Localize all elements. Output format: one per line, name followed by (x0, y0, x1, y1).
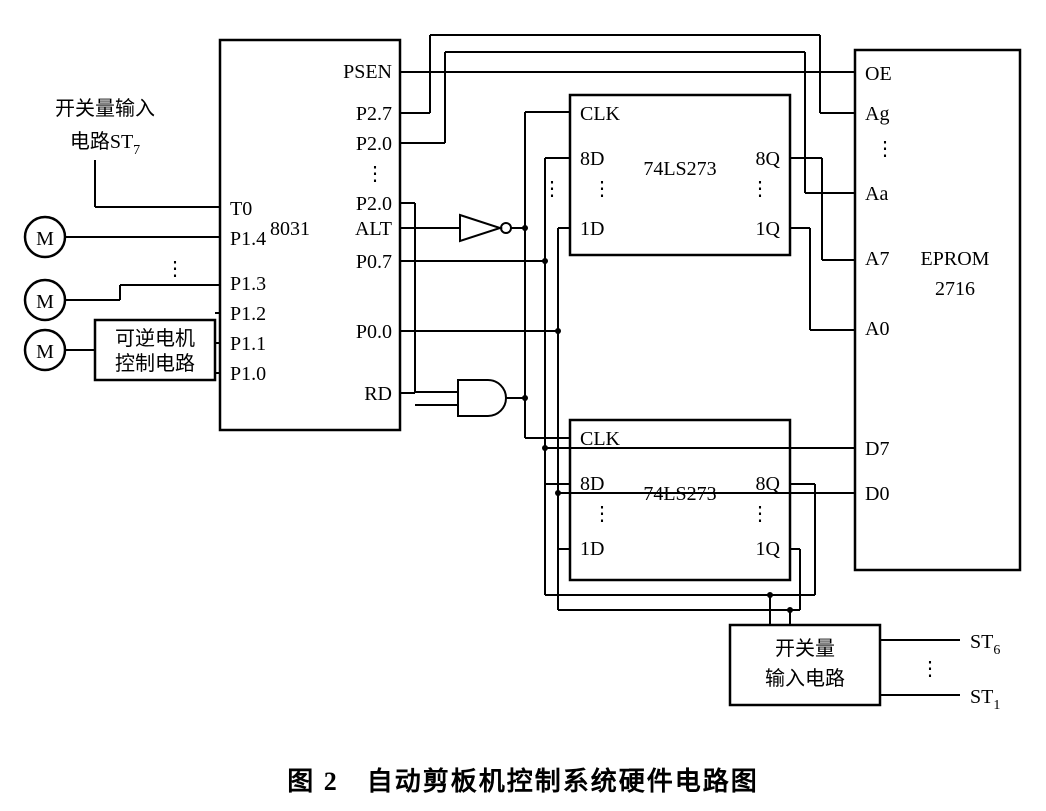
eprom-name: EPROM (921, 248, 990, 270)
junction (787, 607, 793, 613)
pin-p00: P0.0 (356, 321, 392, 343)
latch1-8q: 8Q (756, 148, 781, 170)
eprom-ellipsis1: ⋮ (875, 138, 895, 160)
pin-p07: P0.7 (356, 251, 392, 273)
motor-ctrl-label1: 可逆电机 (115, 327, 195, 350)
ellipsis-p2: ⋮ (365, 163, 385, 185)
motor-m2: M (36, 291, 54, 313)
latch1-name: 74LS273 (643, 158, 716, 180)
pin-p20b: P2.0 (356, 193, 392, 215)
pin-p20a: P2.0 (356, 133, 392, 155)
ellipsis-motor: ⋮ (165, 258, 185, 280)
bus-ellipsis1: ⋮ (542, 178, 562, 200)
pin-p10: P1.0 (230, 363, 266, 385)
pin-p12: P1.2 (230, 303, 266, 325)
latch2-ellipsis: ⋮ (592, 503, 612, 525)
switch-in-top-line1: 开关量输入 (55, 97, 155, 120)
pin-psen: PSEN (343, 61, 392, 83)
eprom-num: 2716 (935, 278, 975, 300)
eprom-aa: Aa (865, 183, 888, 205)
latch2-ellipsis-r: ⋮ (750, 503, 770, 525)
latch1-clk: CLK (580, 103, 621, 125)
pin-p13: P1.3 (230, 273, 266, 295)
motor-m1: M (36, 228, 54, 250)
switch-in-block (730, 625, 880, 705)
eprom-ag: Ag (865, 103, 889, 125)
eprom-a7: A7 (865, 248, 889, 270)
latch1-1q: 1Q (756, 218, 781, 240)
motor-m3: M (36, 341, 54, 363)
latch2-8q: 8Q (756, 473, 781, 495)
pin-p11: P1.1 (230, 333, 266, 355)
mcu-name: 8031 (270, 218, 310, 240)
latch1-ellipsis: ⋮ (592, 178, 612, 200)
ellipsis-st: ⋮ (920, 658, 940, 680)
latch2-clk: CLK (580, 428, 621, 450)
junction (522, 395, 528, 401)
switch-in-top-line2: 电路ST7 (70, 130, 140, 158)
figure-caption: 图 2 自动剪板机控制系统硬件电路图 (287, 766, 759, 796)
junction (555, 490, 561, 496)
latch1-1d: 1D (580, 218, 604, 240)
eprom-d0: D0 (865, 483, 889, 505)
junction (542, 258, 548, 264)
and-gate-icon (458, 380, 506, 416)
pin-p14: P1.4 (230, 228, 266, 250)
not-gate-icon (460, 215, 500, 241)
latch2-1d: 1D (580, 538, 604, 560)
latch2-8d: 8D (580, 473, 604, 495)
label-st1: ST1 (970, 686, 1000, 713)
eprom-oe: OE (865, 63, 892, 85)
eprom-a0: A0 (865, 318, 889, 340)
circuit-diagram: 8031 T0 P1.4 P1.3 P1.2 P1.1 P1.0 PSEN P2… (0, 0, 1046, 811)
label-st6: ST6 (970, 631, 1000, 658)
switch-in-line1: 开关量 (775, 637, 835, 660)
junction (555, 328, 561, 334)
pin-rd: RD (364, 383, 392, 405)
latch1-ellipsis-r: ⋮ (750, 178, 770, 200)
pin-alt: ALT (355, 218, 392, 240)
pin-p27: P2.7 (356, 103, 392, 125)
latch1-8d: 8D (580, 148, 604, 170)
junction (767, 592, 773, 598)
eprom-d7: D7 (865, 438, 889, 460)
junction (542, 445, 548, 451)
motor-ctrl-label2: 控制电路 (115, 352, 195, 375)
switch-in-line2: 输入电路 (765, 667, 845, 690)
pin-t0: T0 (230, 198, 252, 220)
latch2-1q: 1Q (756, 538, 781, 560)
